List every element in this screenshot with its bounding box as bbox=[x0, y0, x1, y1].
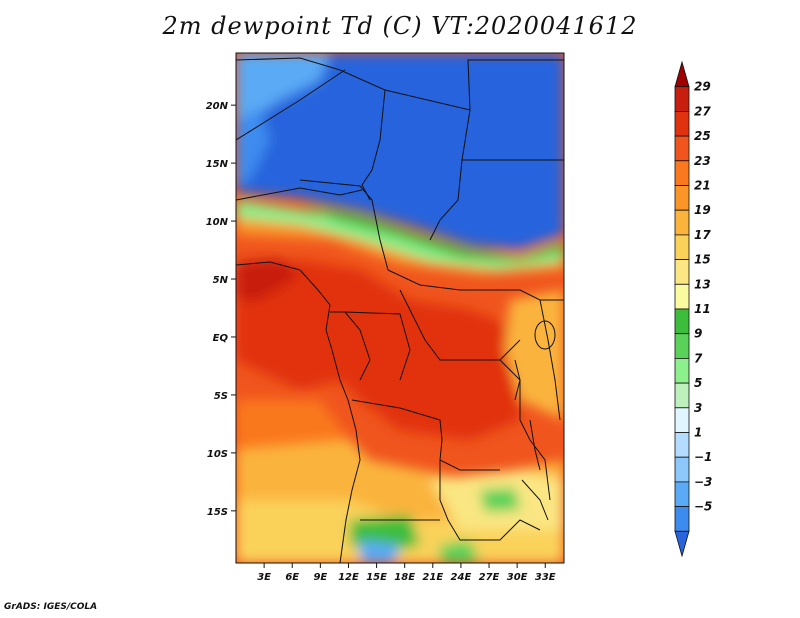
colorbar-swatch bbox=[674, 160, 690, 186]
colorbar-label: 5 bbox=[694, 376, 702, 390]
colorbar-swatch bbox=[674, 283, 690, 310]
lon-tick-label: 18E bbox=[394, 572, 415, 583]
colorbar-label: 21 bbox=[694, 179, 711, 193]
colorbar-swatch bbox=[674, 234, 690, 260]
lon-tick-label: 30E bbox=[507, 572, 528, 583]
lat-tick-label: 20N bbox=[206, 101, 229, 112]
colorbar: 29 27 25 23 21 19 17 15 13 11 9 7 5 3 1 −1 −3 −5 bbox=[674, 60, 712, 558]
map-frame bbox=[235, 52, 565, 564]
colorbar-label: 11 bbox=[694, 302, 711, 316]
colorbar-label: −5 bbox=[694, 500, 712, 514]
colorbar-swatch bbox=[674, 209, 690, 236]
colorbar-swatch bbox=[674, 308, 690, 335]
colorbar-label: 7 bbox=[694, 351, 703, 365]
colorbar-swatch bbox=[674, 185, 690, 211]
lon-tick-label: 12E bbox=[338, 572, 359, 583]
colorbar-label: 15 bbox=[694, 253, 711, 267]
map-field bbox=[236, 53, 564, 563]
colorbar-swatch bbox=[674, 432, 690, 458]
colorbar-top-arrow bbox=[674, 60, 690, 88]
lon-tick-label: 6E bbox=[285, 572, 299, 583]
lon-tick-label: 9E bbox=[313, 572, 327, 583]
lon-tick-label: 15E bbox=[366, 572, 387, 583]
colorbar-label: 25 bbox=[694, 129, 711, 143]
colorbar-swatch bbox=[674, 407, 690, 433]
colorbar-swatch bbox=[674, 357, 690, 384]
lon-tick-label: 3E bbox=[257, 572, 271, 583]
colorbar-swatch bbox=[674, 506, 690, 532]
colorbar-label: −3 bbox=[694, 475, 712, 489]
colorbar-swatch bbox=[674, 111, 690, 137]
colorbar-swatch bbox=[674, 135, 690, 162]
grads-credit: GrADS: IGES/COLA bbox=[4, 602, 98, 612]
colorbar-label: 19 bbox=[694, 203, 711, 217]
colorbar-label: −1 bbox=[694, 450, 712, 464]
colorbar-swatch bbox=[674, 86, 690, 112]
lat-tick-label: 15S bbox=[207, 507, 228, 518]
country-borders bbox=[236, 57, 564, 563]
colorbar-label: 13 bbox=[694, 277, 711, 291]
lat-tick-label: EQ bbox=[213, 333, 229, 344]
colorbar-bottom-arrow bbox=[674, 530, 690, 558]
lat-tick-label: 10S bbox=[207, 449, 228, 460]
latitude-axis: 20N 15N 10N 5N EQ 5S 10S 15S bbox=[206, 101, 236, 518]
colorbar-label: 29 bbox=[694, 80, 711, 94]
colorbar-label: 27 bbox=[694, 104, 711, 118]
colorbar-swatch bbox=[674, 481, 690, 507]
lat-tick-label: 10N bbox=[206, 217, 229, 228]
colorbar-label: 1 bbox=[694, 426, 702, 440]
lat-tick-label: 5S bbox=[214, 391, 228, 402]
colorbar-label: 9 bbox=[694, 327, 702, 341]
colorbar-label: 17 bbox=[694, 228, 711, 242]
lakes bbox=[514, 320, 556, 521]
colorbar-label: 23 bbox=[694, 154, 711, 168]
map-title: 2m dewpoint Td (C) VT:2020041612 bbox=[162, 12, 638, 40]
colorbar-swatch bbox=[674, 333, 690, 359]
longitude-axis: 3E 6E 9E 12E 15E 18E 21E 24E 27E 30E 33E bbox=[257, 563, 556, 583]
lat-tick-label: 5N bbox=[213, 275, 229, 286]
lon-tick-label: 33E bbox=[535, 572, 556, 583]
colorbar-label: 3 bbox=[694, 401, 702, 415]
colorbar-swatch bbox=[674, 259, 690, 285]
lon-tick-label: 24E bbox=[451, 572, 472, 583]
colorbar-swatch bbox=[674, 456, 690, 483]
lon-tick-label: 21E bbox=[422, 572, 443, 583]
lon-tick-label: 27E bbox=[479, 572, 500, 583]
lat-tick-label: 15N bbox=[206, 159, 229, 170]
colorbar-swatch bbox=[674, 382, 690, 409]
